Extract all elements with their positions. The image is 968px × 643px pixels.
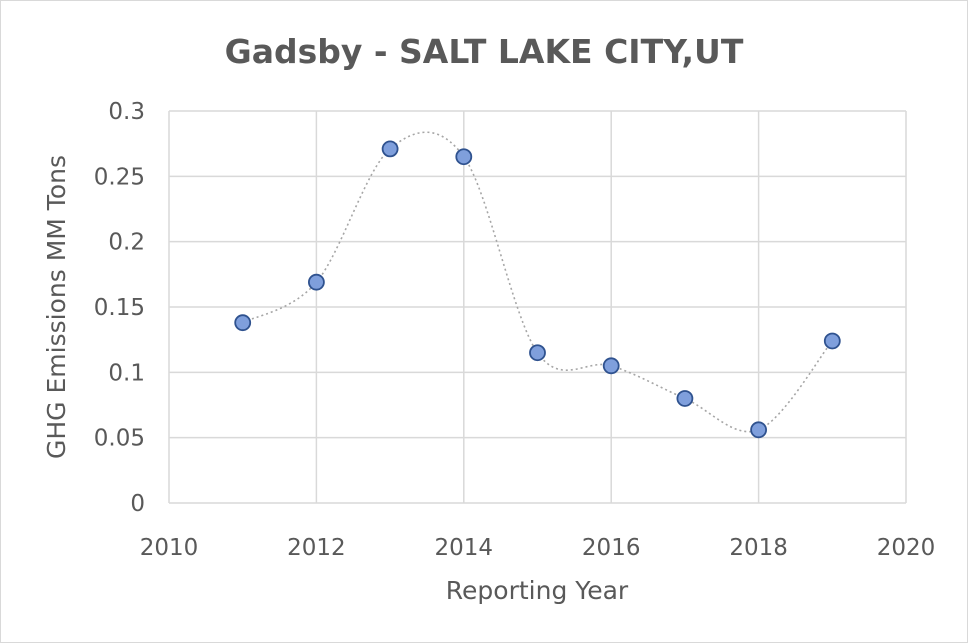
x-tick-label: 2014 — [435, 535, 494, 561]
y-tick-label: 0 — [130, 491, 145, 517]
y-tick-label: 0.2 — [108, 230, 145, 256]
x-tick-label: 2020 — [877, 535, 936, 561]
x-tick-label: 2018 — [729, 535, 788, 561]
x-tick-label: 2010 — [140, 535, 199, 561]
data-point — [823, 332, 841, 350]
data-points — [234, 140, 841, 439]
data-point — [602, 357, 620, 375]
data-point — [234, 314, 252, 332]
y-tick-label: 0.25 — [94, 164, 145, 190]
y-tick-label: 0.3 — [108, 99, 145, 125]
x-tick-labels: 2010 2012 2014 2016 2018 2020 — [140, 535, 936, 561]
y-axis-title: GHG Emissions MM Tons — [42, 155, 71, 459]
gridlines — [168, 110, 907, 504]
data-point — [307, 273, 325, 291]
y-tick-label: 0.05 — [94, 426, 145, 452]
smoothed-series-line — [242, 131, 833, 433]
data-point — [750, 421, 767, 439]
data-point — [676, 390, 694, 407]
chart-title: Gadsby - SALT LAKE CITY,UT — [225, 32, 744, 71]
data-point — [455, 148, 473, 166]
data-point — [529, 344, 546, 362]
x-axis-title: Reporting Year — [446, 576, 629, 605]
x-tick-label: 2016 — [582, 535, 641, 561]
x-tick-label: 2012 — [287, 535, 346, 561]
y-tick-label: 0.1 — [108, 360, 145, 386]
y-tick-label: 0.15 — [94, 295, 145, 321]
y-tick-labels: 0 0.05 0.1 0.15 0.2 0.25 0.3 — [94, 99, 145, 517]
data-point — [381, 140, 399, 158]
